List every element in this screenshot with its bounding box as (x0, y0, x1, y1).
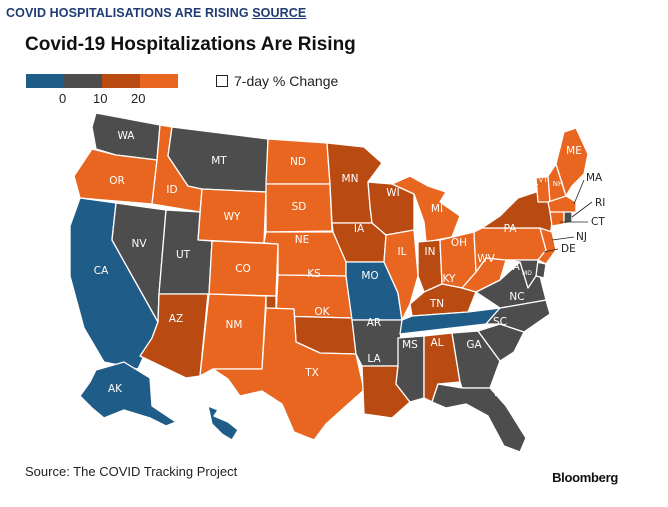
legend-swatch-blue (26, 74, 64, 88)
state-AK[interactable] (79, 361, 177, 427)
header-text: COVID HOSPITALISATIONS ARE RISING (6, 6, 249, 20)
label-NV: NV (131, 238, 147, 250)
legend-tick-20: 20 (131, 91, 146, 106)
label-MO: MO (361, 270, 378, 282)
map-title: Covid-19 Hospitalizations Are Rising (25, 34, 356, 55)
label-NC: NC (509, 291, 524, 303)
legend-tick-0: 0 (59, 91, 67, 106)
state-FL[interactable] (431, 383, 527, 453)
us-map: WA OR CA ID NV MT WY UT AZ CO NM ND SD N… (69, 112, 605, 453)
label-GA: GA (466, 339, 482, 351)
label-AZ: AZ (169, 313, 183, 325)
state-MD[interactable] (505, 259, 539, 289)
state-ME[interactable] (555, 127, 589, 197)
label-CO: CO (235, 263, 251, 275)
label-UT: UT (176, 249, 191, 261)
callout-line-DE (543, 248, 559, 253)
state-AZ[interactable] (139, 293, 209, 379)
source-note: Source: The COVID Tracking Project (25, 464, 238, 479)
change-label: 7-day % Change (234, 73, 339, 89)
state-SD[interactable] (265, 183, 333, 233)
label-MS: MS (402, 339, 418, 351)
label-WV: WV (477, 253, 495, 265)
label-TX: TX (304, 367, 319, 379)
label-AK: AK (108, 383, 123, 395)
label-OR: OR (109, 175, 125, 187)
state-IL[interactable] (383, 229, 419, 321)
legend-tick-10: 10 (93, 91, 108, 106)
label-WY: WY (224, 211, 241, 223)
label-TN: TN (429, 298, 444, 310)
label-NH: NH (553, 180, 564, 188)
change-checkbox[interactable] (216, 75, 228, 87)
header-line: COVID HOSPITALISATIONS ARE RISING SOURCE (6, 6, 306, 20)
label-ID: ID (166, 184, 177, 196)
state-CT[interactable] (549, 211, 565, 227)
map-card: Covid-19 Hospitalizations Are Rising 0 1… (0, 26, 668, 507)
state-HI[interactable] (207, 405, 239, 441)
label-MT: MT (211, 155, 227, 167)
label-FL: FL (494, 387, 506, 399)
label-VT: VT (538, 176, 548, 184)
legend-swatch-dark-orange (102, 74, 140, 88)
legend-swatch-orange (140, 74, 178, 88)
callout-line-MA (573, 179, 585, 205)
label-KS: KS (307, 268, 321, 280)
label-WI: WI (386, 187, 399, 199)
label-SC: SC (493, 316, 507, 328)
label-OK: OK (314, 306, 330, 318)
label-NM: NM (226, 319, 243, 331)
label-KY: KY (443, 273, 457, 285)
state-SC[interactable] (477, 323, 525, 362)
label-CT: CT (591, 216, 605, 228)
label-NJ: NJ (576, 231, 587, 243)
label-IL: IL (398, 246, 407, 258)
label-PA: PA (504, 223, 518, 235)
state-NM[interactable] (199, 293, 267, 377)
label-LA: LA (367, 353, 381, 365)
label-OH: OH (451, 237, 467, 249)
state-TX[interactable] (212, 307, 365, 441)
label-MI: MI (431, 203, 443, 215)
state-MI[interactable] (391, 175, 461, 243)
source-link[interactable]: SOURCE (252, 6, 307, 20)
label-DE: DE (561, 243, 576, 255)
label-ND: ND (290, 156, 306, 168)
callout-line-RI (571, 201, 593, 218)
label-ME: ME (566, 145, 582, 157)
label-WA: WA (118, 130, 136, 142)
legend-swatch-gray (64, 74, 102, 88)
label-RI: RI (595, 197, 605, 209)
label-MD: MD (522, 270, 532, 277)
bloomberg-logo: Bloomberg (552, 470, 618, 485)
label-SD: SD (292, 201, 307, 213)
label-VA: VA (506, 261, 521, 273)
label-NY: NY (524, 183, 539, 195)
label-MN: MN (342, 173, 359, 185)
label-AR: AR (367, 317, 381, 329)
label-MA: MA (586, 172, 603, 184)
label-IN: IN (425, 246, 436, 258)
label-AL: AL (430, 337, 443, 349)
label-IA: IA (354, 223, 365, 235)
label-CA: CA (94, 265, 109, 277)
callout-line-NJ (551, 236, 575, 241)
label-NE: NE (295, 234, 310, 246)
